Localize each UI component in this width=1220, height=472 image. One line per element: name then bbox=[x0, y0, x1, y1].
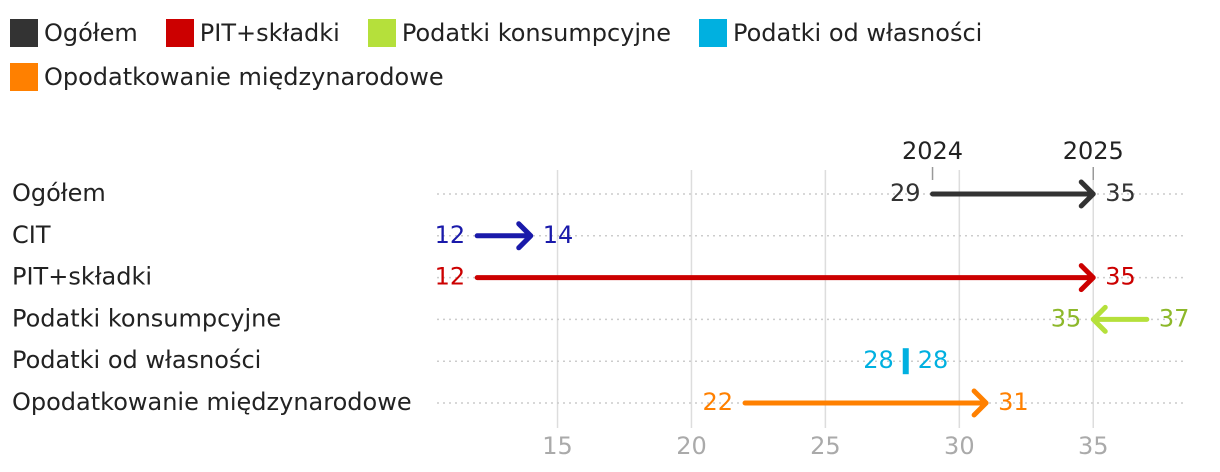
change-arrow bbox=[742, 388, 989, 418]
legend-swatch bbox=[10, 19, 38, 47]
category-label: CIT bbox=[12, 221, 51, 249]
category-label: PIT+składki bbox=[12, 263, 152, 291]
legend-item: PIT+składki bbox=[165, 18, 340, 48]
category-label: Podatki od własności bbox=[12, 346, 261, 374]
legend-swatch bbox=[367, 19, 396, 47]
start-label: 12 bbox=[435, 263, 466, 291]
end-label: 35 bbox=[1051, 304, 1082, 332]
start-label: 12 bbox=[435, 221, 466, 249]
legend-swatch bbox=[165, 19, 194, 47]
legend-item: Opodatkowanie międzynarodowe bbox=[10, 62, 444, 92]
start-label: 29 bbox=[890, 179, 921, 207]
legend-swatch bbox=[699, 19, 727, 47]
legend: Ogółem PIT+składki Podatki konsumpcyjne Pod… bbox=[10, 18, 1110, 92]
legend-label: PIT+składki bbox=[199, 19, 340, 47]
x-tick-label: 35 bbox=[1078, 432, 1109, 460]
year-label: 2025 bbox=[1063, 137, 1124, 165]
legend-item: Ogółem bbox=[10, 18, 138, 48]
legend-item: Podatki konsumpcyjne bbox=[367, 18, 671, 48]
change-arrow bbox=[474, 221, 534, 251]
x-tick-label: 25 bbox=[810, 432, 841, 460]
legend-label: Ogółem bbox=[44, 19, 138, 47]
category-label: Opodatkowanie międzynarodowe bbox=[12, 388, 412, 416]
end-label: 28 bbox=[918, 346, 949, 374]
change-arrow bbox=[930, 179, 1096, 209]
legend-label: Podatki konsumpcyjne bbox=[401, 19, 671, 47]
change-arrow bbox=[1090, 304, 1150, 334]
end-label: 31 bbox=[998, 388, 1029, 416]
x-tick-label: 20 bbox=[676, 432, 707, 460]
end-label: 14 bbox=[543, 221, 574, 249]
start-label: 22 bbox=[702, 388, 733, 416]
x-tick-label: 15 bbox=[542, 432, 573, 460]
legend-label: Opodatkowanie międzynarodowe bbox=[44, 63, 444, 91]
end-label: 35 bbox=[1105, 179, 1136, 207]
x-tick-label: 30 bbox=[944, 432, 975, 460]
category-label: Podatki konsumpcyjne bbox=[12, 304, 281, 332]
no-change-mark bbox=[902, 348, 909, 375]
legend-swatch bbox=[10, 63, 38, 91]
end-label: 35 bbox=[1105, 263, 1136, 291]
legend-label: Podatki od własności bbox=[733, 19, 983, 47]
category-label: Ogółem bbox=[12, 179, 106, 207]
year-label: 2024 bbox=[902, 137, 963, 165]
start-label: 28 bbox=[863, 346, 894, 374]
legend-item: Podatki od własności bbox=[699, 18, 982, 48]
start-label: 37 bbox=[1159, 304, 1190, 332]
change-arrow bbox=[474, 263, 1096, 293]
